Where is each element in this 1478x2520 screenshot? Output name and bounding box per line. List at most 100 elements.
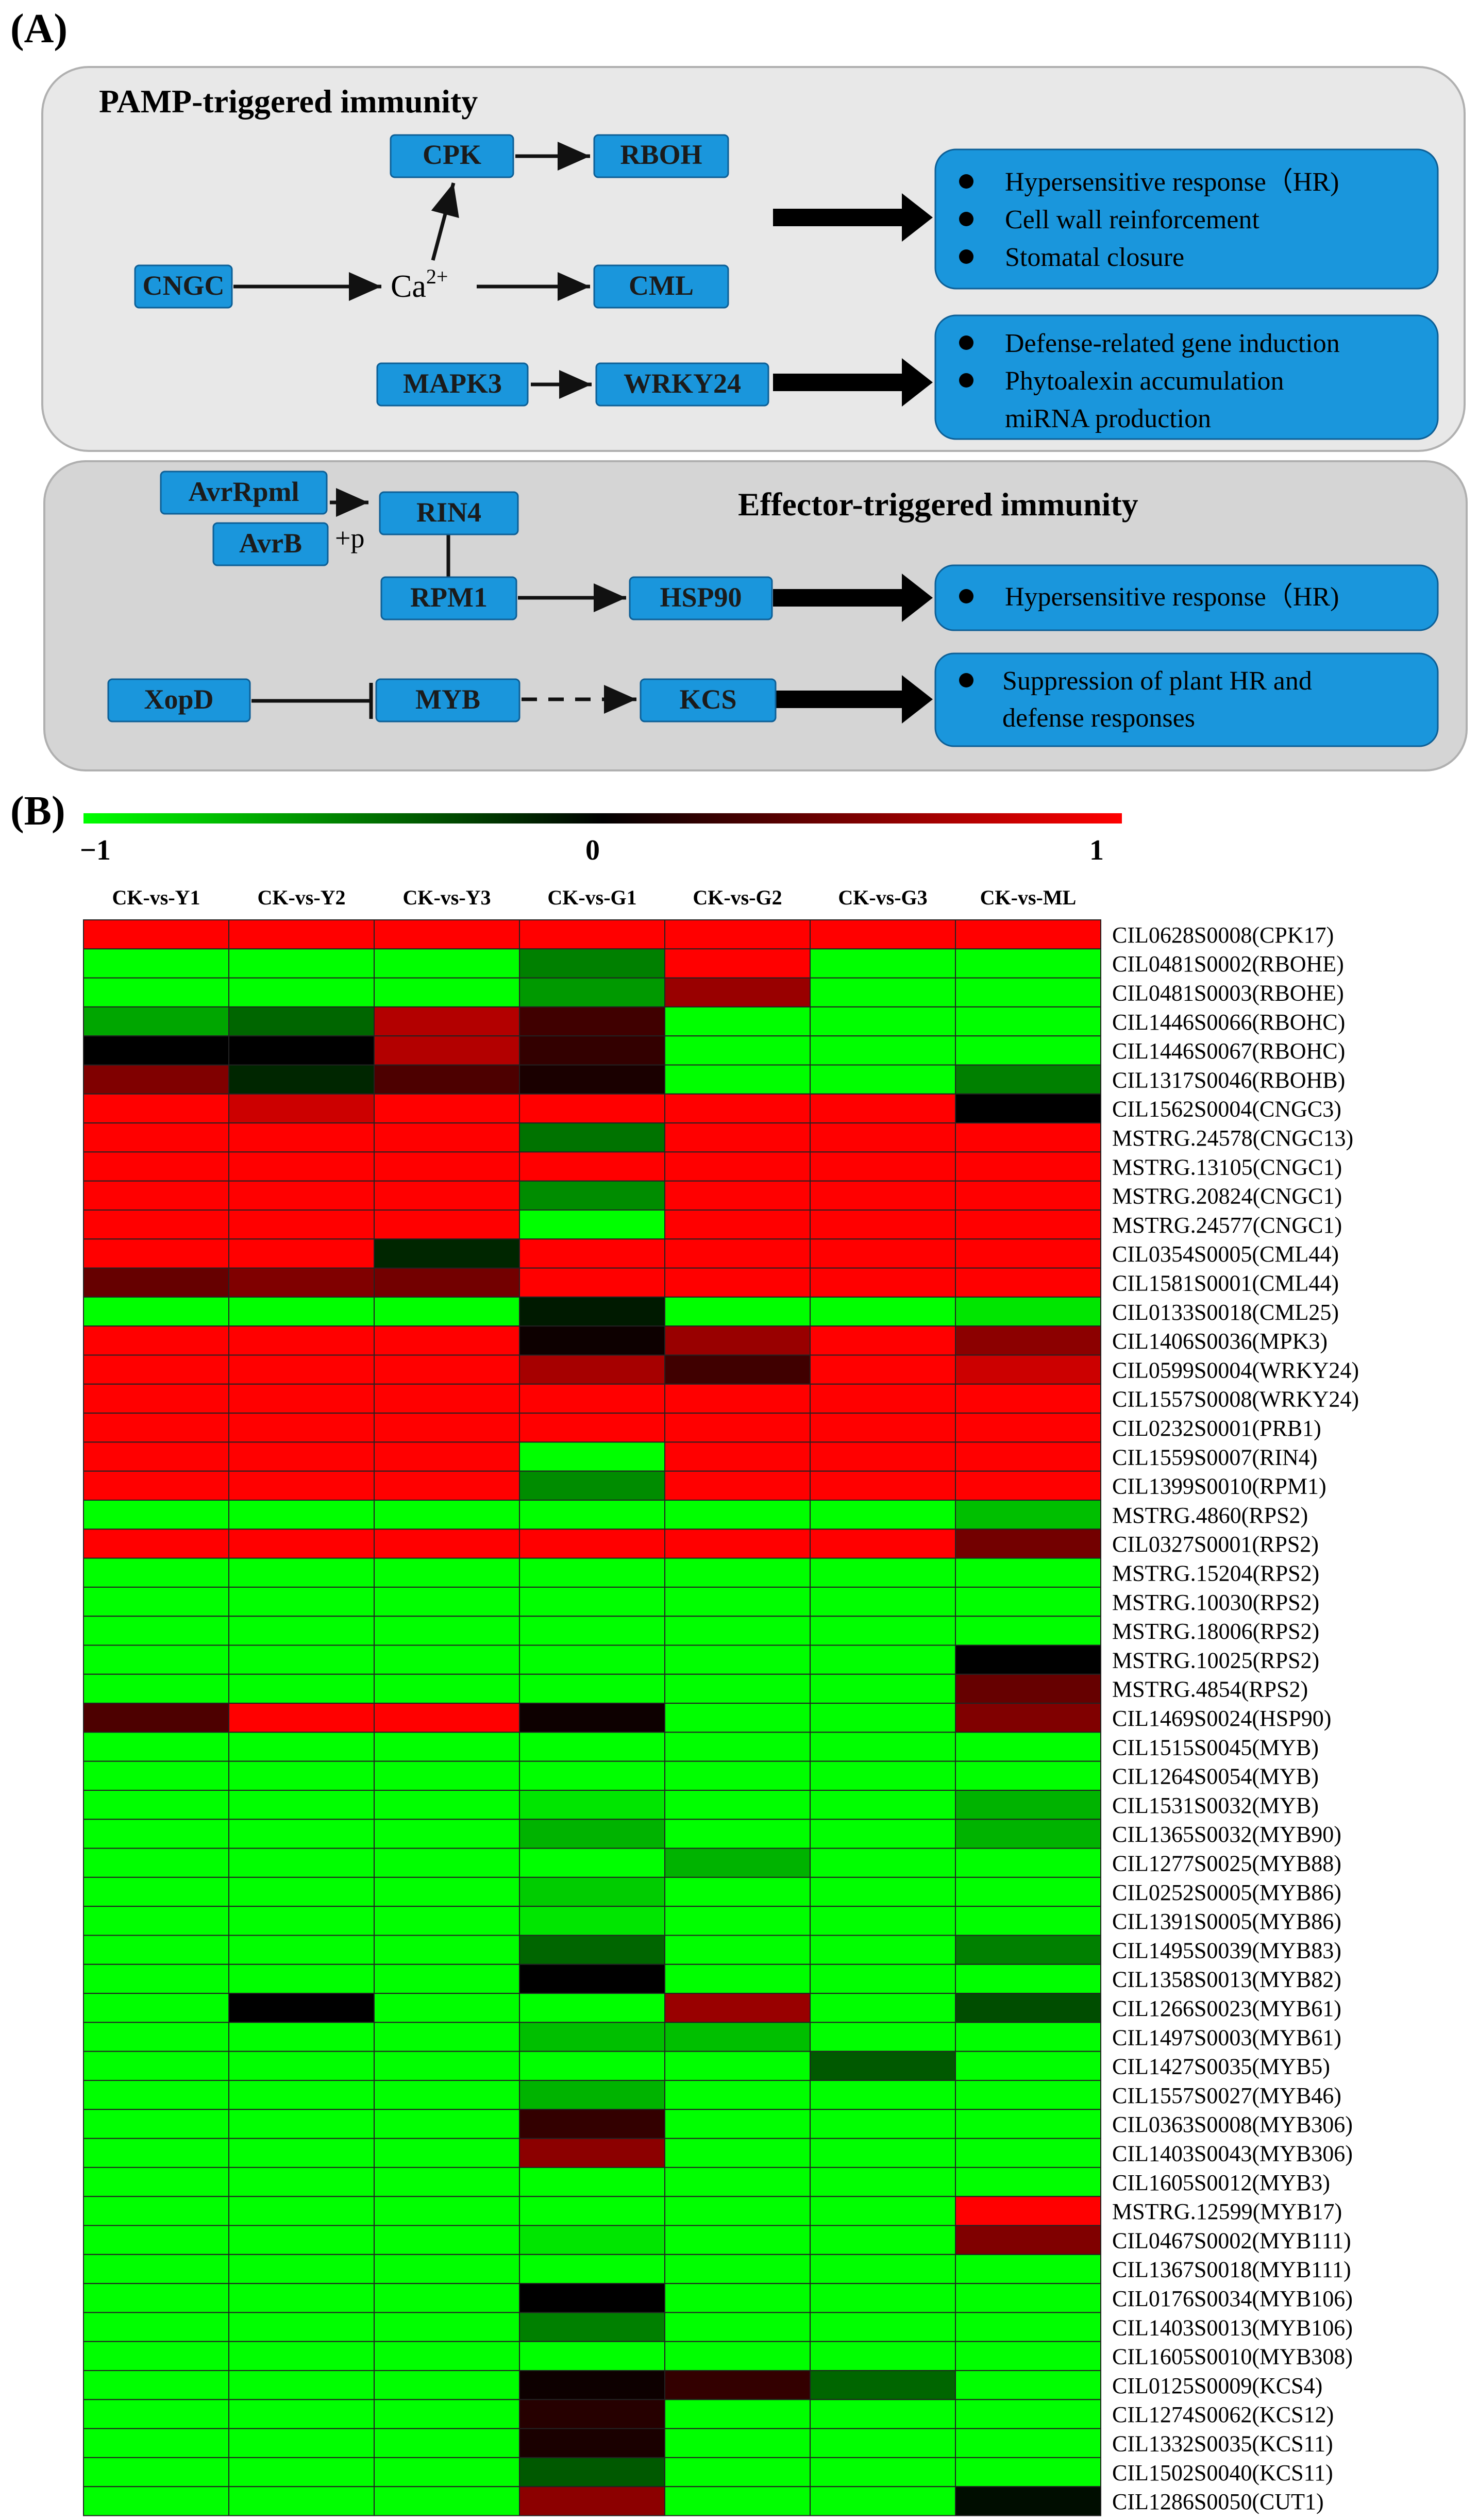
heatmap-cell [955,2457,1101,2488]
heatmap-cell [664,1413,811,1443]
heatmap-cell [228,1876,375,1907]
outcome-4-line-2: defense responses [1002,703,1195,733]
heatmap-cell [228,2399,375,2429]
heatmap-cell [955,1238,1101,1269]
heatmap-cell [955,919,1101,950]
heatmap-cell [374,2486,520,2516]
heatmap-cell [83,1760,229,1791]
heatmap-cell [83,1122,229,1153]
heatmap-cell [955,2022,1101,2052]
node-xopd: XopD [144,684,213,715]
node-cpk-box [390,134,514,178]
heatmap-cell [374,1413,520,1443]
heatmap-cell [664,1035,811,1066]
row-label: MSTRG.12599(MYB17) [1112,2199,1342,2224]
heatmap-cell [228,1906,375,1936]
row-label: CIL0252S0005(MYB86) [1112,1880,1341,1905]
heatmap-cell [955,1963,1101,1994]
heatmap-cell [810,1616,956,1646]
row-label: CIL1562S0004(CNGC3) [1112,1097,1341,1122]
column-label: CK-vs-Y3 [402,886,491,909]
heatmap-cell [374,1500,520,1530]
heatmap-cell [228,1354,375,1385]
heatmap-cell [664,2051,811,2081]
heatmap-cell [228,2051,375,2081]
heatmap-cell [83,2341,229,2372]
heatmap-cell [810,2080,956,2110]
heatmap-cell [228,1819,375,1849]
heatmap-cell [228,1963,375,1994]
heatmap-cell [374,1847,520,1878]
heatmap-cell [228,1122,375,1153]
heatmap-cell [810,1441,956,1472]
heatmap-cell [83,2428,229,2458]
heatmap-cell [374,1354,520,1385]
heatmap-cell [664,1006,811,1037]
heatmap-cell [228,1644,375,1675]
row-label: MSTRG.4860(RPS2) [1112,1503,1308,1528]
heatmap-cell [374,2196,520,2226]
outcome-box-4 [934,652,1439,747]
heatmap-cell [83,1673,229,1704]
heatmap-cell [83,1064,229,1095]
heatmap-cell [519,1151,665,1182]
heatmap-cell [83,1790,229,1820]
node-myb-box [375,678,520,723]
heatmap-cell [810,1267,956,1298]
heatmap-cell [810,2341,956,2372]
heatmap-cell [374,2080,520,2110]
row-label: CIL1605S0012(MYB3) [1112,2170,1330,2195]
heatmap-cell [83,1732,229,1762]
heatmap-cell [955,1383,1101,1414]
heatmap-cell [810,1935,956,1965]
heatmap-cell [810,1906,956,1936]
heatmap-cell [810,2283,956,2313]
node-rboh: RBOH [620,139,702,170]
heatmap-cell [664,1180,811,1211]
heatmap-cell [664,977,811,1007]
heatmap-cell [374,1122,520,1153]
outcome-2-line-2: Phytoalexin accumulation [1005,366,1284,396]
row-label: CIL1286S0050(CUT1) [1112,2489,1324,2514]
heatmap-cell [955,1616,1101,1646]
heatmap-cell [228,1616,375,1646]
big-arrow-4 [773,675,933,724]
node-cpk: CPK [423,139,481,170]
heatmap-cell [810,1528,956,1559]
heatmap-cell [955,2138,1101,2168]
heatmap-cell [810,1035,956,1066]
row-label: MSTRG.10030(RPS2) [1112,1590,1319,1615]
heatmap-cell [374,2109,520,2139]
heatmap-cell [955,977,1101,1007]
heatmap-cell [955,1325,1101,1356]
node-avrrpml-box [160,471,328,515]
column-label: CK-vs-G1 [547,886,636,909]
row-label: CIL0176S0034(MYB106) [1112,2286,1353,2311]
heatmap-cell [519,1557,665,1588]
heatmap-cell [374,2254,520,2284]
heatmap-cell [664,1760,811,1791]
node-hsp90: HSP90 [660,582,742,613]
node-cml: CML [629,270,694,301]
heatmap-cell [228,2254,375,2284]
big-arrow-1 [773,193,933,242]
heatmap-cell [519,1035,665,1066]
heatmap-cell [83,1470,229,1501]
heatmap-cell [664,1876,811,1907]
heatmap-cell [374,1238,520,1269]
heatmap-cell [810,2022,956,2052]
row-label: CIL1502S0040(KCS11) [1112,2460,1333,2485]
heatmap-cell [810,1993,956,2023]
heatmap-cell [664,2399,811,2429]
heatmap-cell [664,1732,811,1762]
heatmap-cell [228,2428,375,2458]
heatmap-cell [519,1006,665,1037]
heatmap-cell [83,1528,229,1559]
heatmap-cell [664,1935,811,1965]
heatmap-cell [955,2428,1101,2458]
heatmap-cell [664,2225,811,2255]
heatmap-cell [374,1470,520,1501]
heatmap-cell [83,1847,229,1878]
heatmap-cell [519,2341,665,2372]
